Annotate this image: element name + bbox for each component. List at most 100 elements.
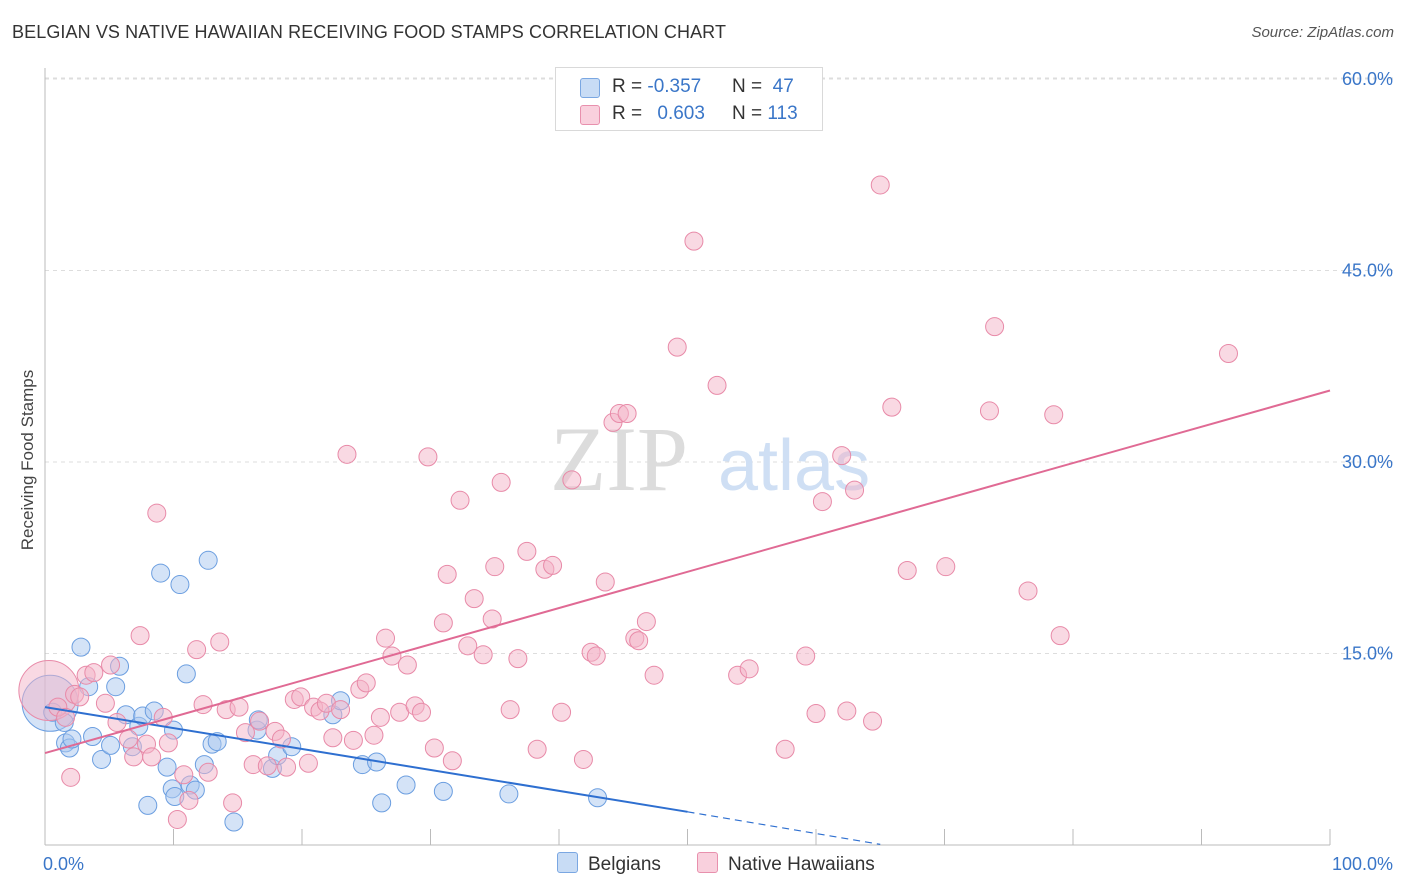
native-hawaiian-point xyxy=(473,645,493,665)
native-hawaiian-point xyxy=(167,809,187,829)
native-hawaiian-point xyxy=(424,738,444,758)
native-hawaiian-point xyxy=(629,631,649,651)
chart-title: BELGIAN VS NATIVE HAWAIIAN RECEIVING FOO… xyxy=(12,22,727,42)
native-hawaiian-point xyxy=(573,749,593,769)
native-hawaiian-point xyxy=(644,665,664,685)
native-hawaiian-point xyxy=(433,613,453,633)
native-hawaiian-point xyxy=(832,446,852,466)
source-label: Source: ZipAtlas.com xyxy=(1251,24,1394,41)
axes xyxy=(44,68,1331,846)
native-hawaiian-point xyxy=(271,729,291,749)
native-hawaiian-point xyxy=(739,659,759,679)
native-hawaiian-point xyxy=(586,646,606,666)
belgian-point xyxy=(176,664,196,684)
native-hawaiian-point xyxy=(179,790,199,810)
native-hawaiian-point xyxy=(870,175,890,195)
native-hawaiian-point xyxy=(331,700,351,720)
native-hawaiian-point xyxy=(101,655,121,675)
native-hawaiian-point xyxy=(1018,581,1038,601)
native-hawaiian-point xyxy=(418,447,438,467)
belgian-point xyxy=(83,726,103,746)
native-hawaiian-point xyxy=(223,793,243,813)
native-hawaiian-point xyxy=(250,711,270,731)
belgian-point xyxy=(101,735,121,755)
native-hawaiian-point xyxy=(235,723,255,743)
native-hawaiian-point xyxy=(397,655,417,675)
native-hawaiian-point xyxy=(107,712,127,732)
series-legend: Belgians Native Hawaiians xyxy=(0,852,1406,878)
belgian-point xyxy=(433,781,453,801)
belgian-point xyxy=(499,784,519,804)
native-hawaiian-point xyxy=(70,687,90,707)
native-hawaiian-point xyxy=(806,704,826,724)
native-hawaiian-point xyxy=(936,557,956,577)
belgian-point xyxy=(138,795,158,815)
native-hawaiian-point xyxy=(775,739,795,759)
belgian-trend-line xyxy=(44,706,688,813)
native-hawaiian-point xyxy=(130,626,150,646)
native-hawaiian-point xyxy=(508,649,528,669)
native-hawaiian-point xyxy=(158,733,178,753)
native-hawaiian-point xyxy=(684,231,704,251)
legend-swatch-belgians xyxy=(557,852,578,873)
native-hawaiian-point xyxy=(464,589,484,609)
tick-labels: 15.0% 30.0% 45.0% 60.0% 0.0% 100.0% xyxy=(43,69,1393,874)
legend-label-belgians: Belgians xyxy=(588,854,661,875)
n-value-native-hawaiians: 113 xyxy=(767,103,798,124)
belgian-point xyxy=(106,677,126,697)
native-hawaiian-trend-line xyxy=(44,389,1331,755)
native-hawaiian-point xyxy=(882,397,902,417)
native-hawaiian-point xyxy=(142,747,162,767)
native-hawaiian-point xyxy=(979,401,999,421)
native-hawaiian-point xyxy=(707,375,727,395)
belgian-point xyxy=(396,775,416,795)
native-hawaiian-point xyxy=(1218,343,1238,363)
native-hawaiian-point xyxy=(412,702,432,722)
watermark-atlas: atlas xyxy=(718,426,870,506)
native-hawaiian-point xyxy=(442,751,462,771)
native-hawaiian-point xyxy=(482,609,502,629)
legend-item-belgians[interactable]: Belgians xyxy=(557,852,661,876)
belgian-point xyxy=(170,575,190,595)
belgian-point xyxy=(92,749,112,769)
native-hawaiian-point xyxy=(84,663,104,683)
native-hawaiian-point xyxy=(277,757,297,777)
n-label: N = xyxy=(732,76,768,97)
native-hawaiian-point xyxy=(500,700,520,720)
legend-item-native-hawaiians[interactable]: Native Hawaiians xyxy=(697,852,875,876)
belgian-point xyxy=(198,550,218,570)
native-hawaiian-point xyxy=(552,702,572,722)
native-hawaiian-point xyxy=(291,687,311,707)
native-hawaiian-point xyxy=(812,492,832,512)
native-hawaiian-point xyxy=(343,730,363,750)
native-hawaiian-point xyxy=(364,725,384,745)
y-tick-label: 15.0% xyxy=(1342,644,1393,664)
correlation-legend: R = -0.357 N = 47 R = 0.603 N = 113 xyxy=(555,67,823,131)
native-hawaiian-point xyxy=(257,756,277,776)
native-hawaiian-point xyxy=(376,628,396,648)
belgian-point xyxy=(224,812,244,832)
belgian-point xyxy=(207,732,227,752)
native-hawaiian-point xyxy=(636,612,656,632)
belgian-trend-line-extension xyxy=(687,811,881,845)
data-points xyxy=(18,175,1238,832)
native-hawaiian-point xyxy=(198,762,218,782)
native-hawaiian-point xyxy=(323,728,343,748)
native-hawaiian-point xyxy=(187,640,207,660)
native-hawaiian-point xyxy=(370,707,390,727)
belgian-point xyxy=(372,793,392,813)
x-tick-label: 0.0% xyxy=(43,854,84,874)
native-hawaiian-point xyxy=(450,490,470,510)
native-hawaiian-point xyxy=(517,541,537,561)
r-label: R = xyxy=(612,103,648,124)
legend-row-native-hawaiians: R = 0.603 N = 113 xyxy=(556,103,822,127)
native-hawaiian-point xyxy=(863,711,883,731)
watermark: ZIP atlas xyxy=(550,408,870,510)
native-hawaiian-point xyxy=(458,636,478,656)
native-hawaiian-point xyxy=(298,753,318,773)
native-hawaiian-point xyxy=(56,707,76,727)
native-hawaiian-point xyxy=(61,767,81,787)
r-label: R = xyxy=(612,76,648,97)
native-hawaiian-point xyxy=(985,317,1005,337)
